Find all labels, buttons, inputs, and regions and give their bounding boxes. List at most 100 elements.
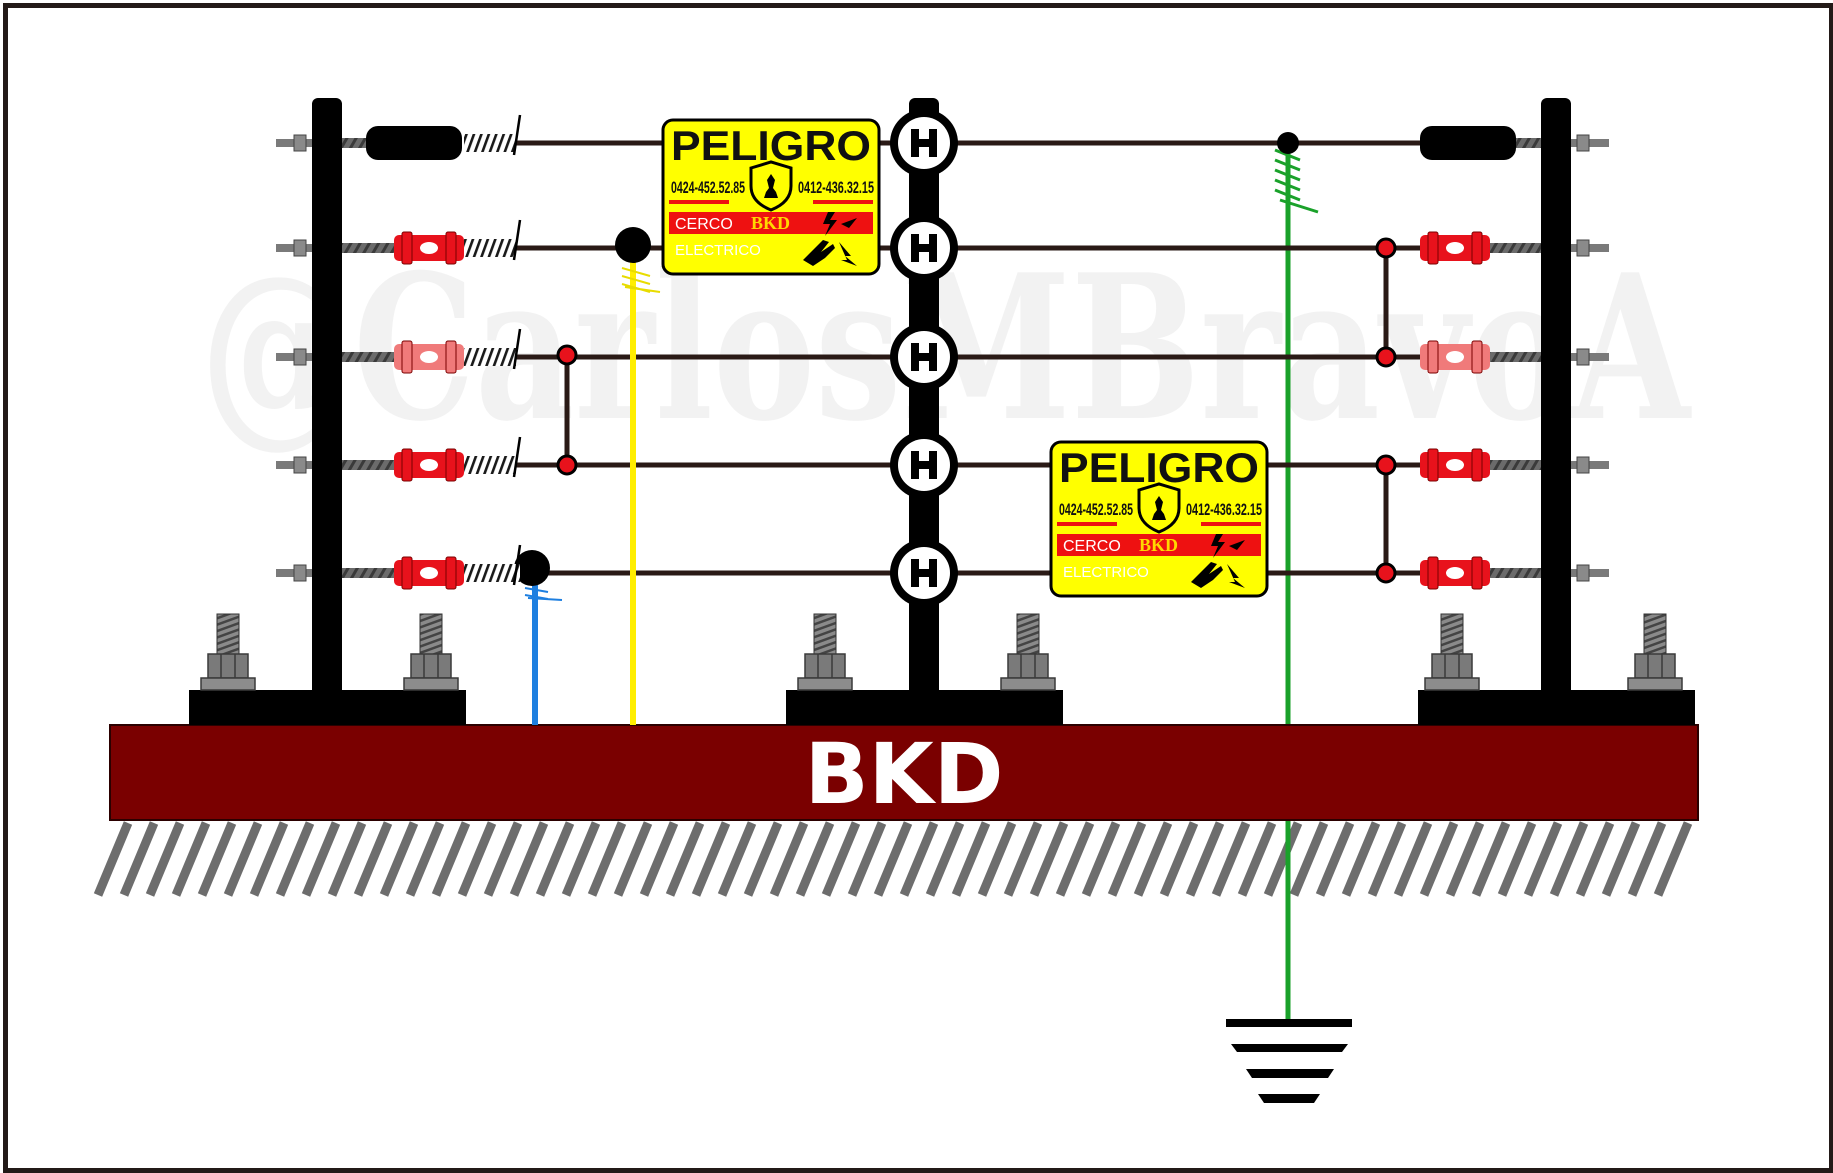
hatch-stroke <box>1575 821 1615 897</box>
hatch-stroke <box>1133 821 1173 897</box>
hatch-stroke <box>405 821 445 897</box>
concrete-base <box>109 724 1699 821</box>
hatch-stroke <box>483 821 523 897</box>
hatch-stroke <box>1419 821 1459 897</box>
hatch-stroke <box>717 821 757 897</box>
threaded-rod <box>276 239 1609 257</box>
line-insulator <box>890 539 958 607</box>
red-insulator <box>1420 556 1490 590</box>
red-insulator <box>394 556 464 590</box>
line-insulator <box>890 109 958 177</box>
anchor-bolt <box>200 613 256 691</box>
hatch-stroke <box>847 821 887 897</box>
tension-spring <box>464 436 522 478</box>
hatch-stroke <box>1315 821 1355 897</box>
sign-2-band-text: CERCO <box>1063 538 1121 555</box>
ground-icon <box>1226 1019 1352 1103</box>
yellow-lead-connector <box>615 227 651 263</box>
sign-1-phone-left: 0424-452.52.85 <box>671 178 745 197</box>
anchor-bolt <box>1627 613 1683 691</box>
sign-2-phone-right: 0412-436.32.15 <box>1186 500 1262 519</box>
hatch-stroke <box>327 821 367 897</box>
hatch-stroke <box>1627 821 1667 897</box>
hatch-stroke <box>379 821 419 897</box>
tensioner-block-left <box>366 126 462 160</box>
hatch-stroke <box>587 821 627 897</box>
hatch-stroke <box>1341 821 1381 897</box>
yellow-lead <box>615 227 661 725</box>
sign-2-brand: BKD <box>1139 535 1178 555</box>
blue-lead-connector <box>514 550 550 586</box>
hatch-stroke <box>769 821 809 897</box>
jumper-wires <box>564 248 1389 573</box>
ground-wire-tie <box>1274 132 1319 214</box>
anchor-bolt <box>1424 613 1480 691</box>
hatch-stroke <box>1289 821 1329 897</box>
hatch-stroke <box>1497 821 1537 897</box>
red-insulator <box>1420 231 1490 265</box>
red-insulator <box>394 231 464 265</box>
hatch-stroke <box>639 821 679 897</box>
red-insulator <box>394 448 464 482</box>
hatch-stroke <box>1107 821 1147 897</box>
connection-nodes <box>556 237 1397 584</box>
hatch-stroke <box>1549 821 1589 897</box>
threaded-rod <box>276 348 1609 366</box>
hatch-stroke <box>1055 821 1095 897</box>
hatch-stroke <box>1237 821 1277 897</box>
anchor-bolt <box>403 613 459 691</box>
hatch-stroke <box>1523 821 1563 897</box>
hatch-stroke <box>743 821 783 897</box>
hatch-stroke <box>1653 821 1693 897</box>
hatch-stroke <box>1471 821 1511 897</box>
hatch-stroke <box>1185 821 1225 897</box>
hatch-stroke <box>1029 821 1069 897</box>
hatch-stroke <box>899 821 939 897</box>
hatch-stroke <box>197 821 237 897</box>
hatch-stroke <box>665 821 705 897</box>
threaded-rods <box>276 134 1609 582</box>
hatch-stroke <box>561 821 601 897</box>
diagram-frame <box>3 3 1833 1173</box>
threaded-rod <box>276 564 1609 582</box>
tension-spring <box>464 114 522 156</box>
hatch-stroke <box>925 821 965 897</box>
threaded-rod <box>276 456 1609 474</box>
danger-sign-2: PELIGRO 0424-452.52.85 0412-436.32.15 CE… <box>1049 440 1269 598</box>
hatch-stroke <box>1211 821 1251 897</box>
post-right <box>1541 98 1571 725</box>
hatch-stroke <box>1159 821 1199 897</box>
sign-1-phone-right: 0412-436.32.15 <box>798 178 874 197</box>
hatch-stroke <box>535 821 575 897</box>
red-insulator <box>1420 340 1490 374</box>
hatch-stroke <box>873 821 913 897</box>
wire-hardware <box>366 114 1516 590</box>
hand-warning-icon <box>803 240 857 266</box>
hatch-stroke <box>1393 821 1433 897</box>
tension-spring <box>464 219 522 261</box>
hatch-stroke <box>1263 821 1303 897</box>
hatch-stroke <box>821 821 861 897</box>
danger-sign-1: PELIGRO 0424-452.52.85 0412-436.32.15 CE… <box>661 118 881 276</box>
line-insulator <box>890 214 958 282</box>
sign-1-brand: BKD <box>751 213 790 233</box>
hatch-stroke <box>457 821 497 897</box>
hatch-stroke <box>431 821 471 897</box>
hatch-stroke <box>951 821 991 897</box>
line-post-insulators <box>890 109 958 607</box>
hatch-stroke <box>1445 821 1485 897</box>
lightning-icon <box>1211 534 1245 558</box>
shield-icon <box>1137 482 1181 534</box>
hatch-stroke <box>509 821 549 897</box>
tensioner-block-right <box>1420 126 1516 160</box>
blue-lead <box>514 550 563 725</box>
hatch-stroke <box>249 821 289 897</box>
base-label: BKD <box>805 725 1004 823</box>
anchor-bolts <box>200 613 1683 691</box>
sign-2-sub-text: ELECTRICO <box>1063 564 1149 581</box>
lightning-icon <box>823 212 857 236</box>
hatch-stroke <box>93 821 133 897</box>
hatch-stroke <box>1003 821 1043 897</box>
sign-1-sub-text: ELECTRICO <box>675 242 761 259</box>
tension-spring <box>464 328 522 370</box>
